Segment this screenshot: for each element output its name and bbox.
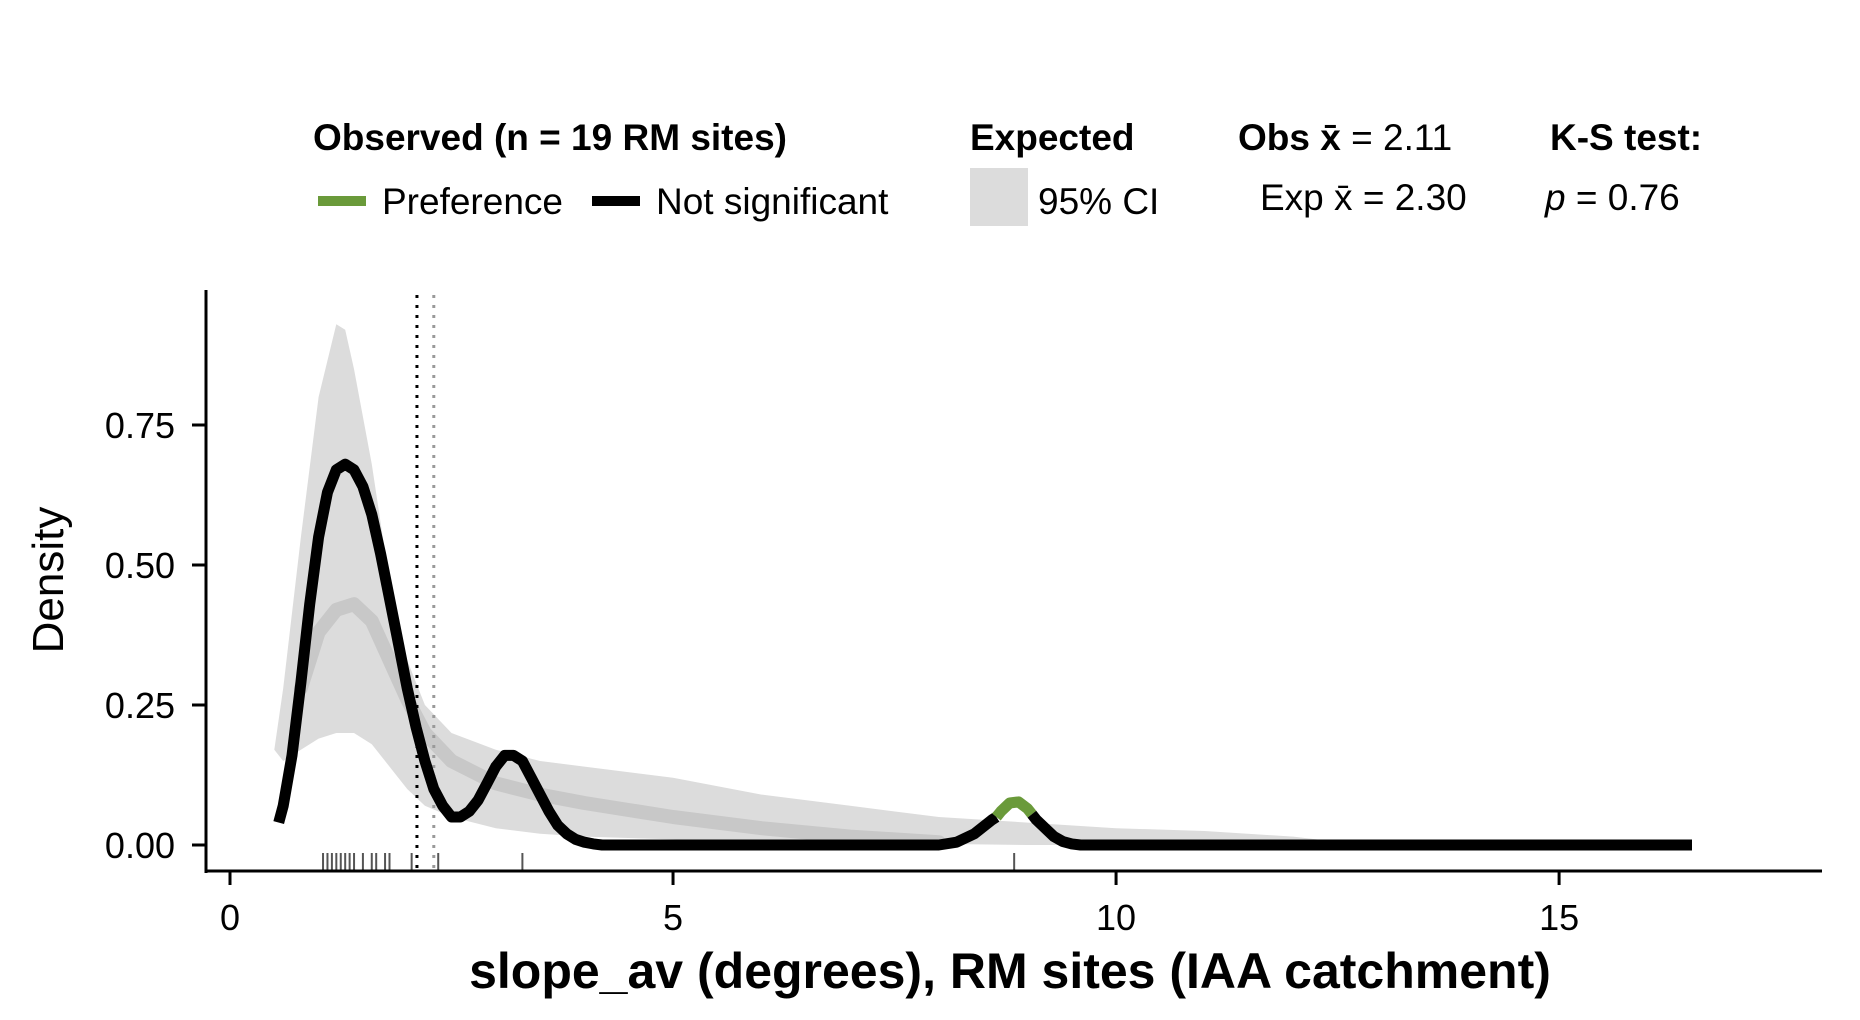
- y-tick-label-0: 0.00: [105, 825, 175, 866]
- legend-ks-p-value: = 0.76: [1566, 177, 1680, 218]
- legend-obs-mean: Obs x̄ = 2.11: [1238, 117, 1452, 158]
- legend-obs-mean-prefix: Obs: [1238, 117, 1310, 158]
- legend-exp-xbar: x̄: [1334, 177, 1353, 218]
- x-tick-label-1: 5: [663, 897, 683, 938]
- expected-ci-band: [274, 324, 1365, 845]
- legend-not-significant-label: Not significant: [656, 181, 889, 222]
- preference-segment-1: [992, 796, 1037, 821]
- axes: 0.00 0.25 0.50 0.75 0 5 10 15 Density slope_av…: [24, 290, 1822, 999]
- y-tick-label-2: 0.50: [105, 545, 175, 586]
- legend-not-significant-swatch: [592, 196, 640, 206]
- y-tick-label-1: 0.25: [105, 685, 175, 726]
- legend-obs-mean-value: = 2.11: [1341, 117, 1452, 158]
- legend-ks-p-symbol: p: [1544, 177, 1566, 218]
- x-tick-label-3: 15: [1539, 897, 1579, 938]
- legend-preference-label: Preference: [382, 181, 563, 222]
- y-axis-label: Density: [24, 507, 73, 654]
- plot-area: [273, 295, 1692, 870]
- observed-series: [273, 458, 1692, 851]
- legend-ci-label: 95% CI: [1038, 181, 1159, 222]
- legend-exp-mean-prefix: Exp: [1260, 177, 1324, 218]
- legend-obs-xbar: x̄: [1320, 117, 1341, 158]
- x-tick-label-0: 0: [220, 897, 240, 938]
- legend-ks-result: p = 0.76: [1544, 177, 1680, 218]
- legend-exp-mean: Exp x̄ = 2.30: [1260, 177, 1467, 218]
- legend-ks-title: K-S test:: [1550, 117, 1702, 158]
- legend-preference-swatch: [318, 196, 366, 206]
- x-ticks: 0 5 10 15: [220, 871, 1579, 938]
- x-axis-label: slope_av (degrees), RM sites (IAA catchm…: [469, 943, 1551, 999]
- legend-ci-swatch: [970, 168, 1028, 226]
- legend: Observed (n = 19 RM sites) Preference No…: [313, 117, 1702, 226]
- legend-exp-mean-value: = 2.30: [1353, 177, 1467, 218]
- y-tick-label-3: 0.75: [105, 405, 175, 446]
- legend-observed-title: Observed (n = 19 RM sites): [313, 117, 787, 158]
- legend-expected-title: Expected: [970, 117, 1135, 158]
- x-tick-label-2: 10: [1096, 897, 1136, 938]
- rug-marks: [322, 853, 1016, 870]
- expected-mean-curve: [293, 597, 946, 850]
- y-ticks: 0.00 0.25 0.50 0.75: [105, 405, 206, 866]
- not-significant-segment-2: [1027, 810, 1692, 851]
- not-significant-segment-0: [273, 458, 1000, 851]
